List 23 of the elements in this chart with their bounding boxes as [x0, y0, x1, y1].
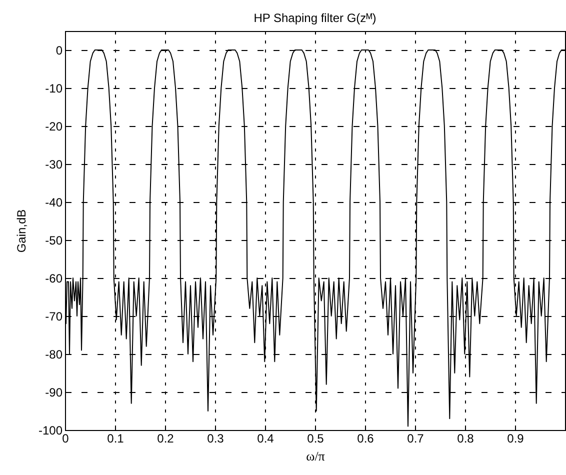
x-tick-label: 0.2 — [157, 432, 174, 446]
x-tick-label: 0.4 — [257, 432, 274, 446]
y-tick-label: -90 — [45, 386, 63, 400]
y-axis-title: Gain,dB — [14, 209, 28, 253]
x-tick-label: 0.5 — [307, 432, 324, 446]
y-tick-label: -30 — [45, 158, 63, 172]
x-tick-label: 0.6 — [357, 432, 374, 446]
y-tick-label: -60 — [45, 272, 63, 286]
x-tick-label: 0.8 — [457, 432, 474, 446]
y-tick-label: -100 — [38, 424, 63, 438]
y-tick-label: -10 — [45, 82, 63, 96]
y-tick-label: 0 — [56, 44, 63, 58]
y-tick-label: -40 — [45, 196, 63, 210]
x-tick-label: 0.1 — [107, 432, 124, 446]
y-tick-label: -80 — [45, 348, 63, 362]
y-tick-label: -70 — [45, 310, 63, 324]
x-tick-label: 0.3 — [207, 432, 224, 446]
y-tick-label: -50 — [45, 234, 63, 248]
x-tick-label: 0.7 — [407, 432, 424, 446]
x-axis-title: ω/π — [306, 448, 326, 464]
chart-title: HP Shaping filter G(zᴹ) — [254, 11, 376, 25]
x-tick-label: 0.9 — [507, 432, 524, 446]
y-tick-label: -20 — [45, 120, 63, 134]
